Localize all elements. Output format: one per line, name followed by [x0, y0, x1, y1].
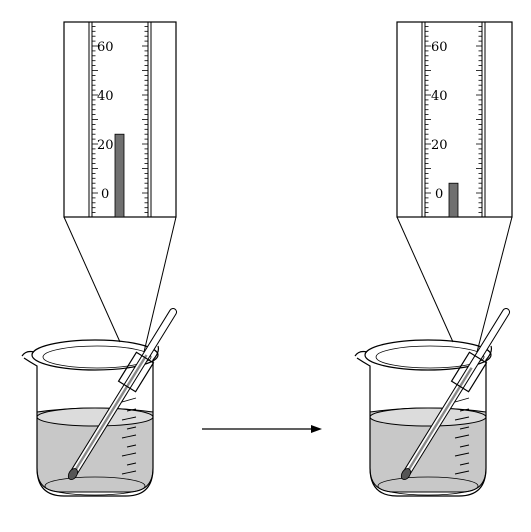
right-label-20: 20: [431, 138, 448, 153]
right-beaker-graduations: [454, 397, 470, 475]
right-thermometer-bulb: [400, 468, 411, 481]
right-beaker-rim: [364, 339, 492, 371]
left-thermometer-column: [71, 354, 148, 475]
right-beaker-body: [356, 345, 493, 497]
right-setup: 60 40 20 0: [354, 21, 513, 497]
left-scale-ticks: [92, 25, 148, 214]
right-zoom-frame: [450, 351, 488, 393]
left-beaker-rim: [31, 339, 159, 371]
right-thermometer-column: [404, 367, 473, 475]
left-beaker-body: [23, 345, 160, 497]
left-thermometer: [67, 308, 178, 481]
left-label-60: 60: [97, 40, 114, 55]
right-beaker-rim-inner: [375, 345, 485, 369]
right-beaker-spout: [354, 350, 368, 357]
left-zoom-frame: [117, 351, 155, 393]
process-arrow: [202, 425, 322, 433]
left-setup: 60 40 20 0: [21, 21, 178, 497]
right-label-0: 0: [435, 187, 443, 202]
right-thermometer: [400, 308, 511, 481]
right-label-60: 60: [431, 40, 448, 55]
arrow-head-icon: [311, 425, 322, 433]
right-mercury-column: [448, 182, 459, 218]
right-zoom-line-right: [476, 216, 513, 353]
left-zoom-line-right: [143, 216, 177, 353]
left-beaker-graduations: [121, 397, 137, 475]
right-label-40: 40: [431, 89, 448, 104]
right-zoom-line-left: [396, 216, 454, 343]
left-beaker-spout: [21, 350, 35, 357]
left-label-20: 20: [97, 138, 114, 153]
left-thermometer-bulb: [67, 468, 78, 481]
left-mercury-column: [114, 133, 125, 218]
left-label-40: 40: [97, 89, 114, 104]
right-beaker-bottom: [377, 476, 479, 496]
left-beaker-bottom: [44, 476, 146, 496]
right-scale-ticks: [425, 25, 482, 214]
left-label-0: 0: [101, 187, 109, 202]
left-zoom-line-left: [63, 216, 121, 343]
left-beaker-rim-inner: [42, 345, 152, 369]
